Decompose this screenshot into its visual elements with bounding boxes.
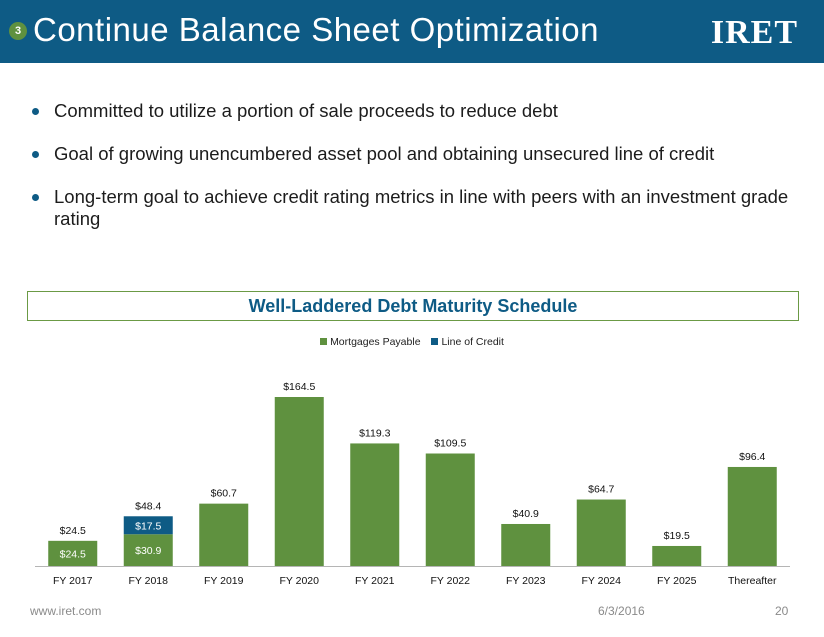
x-tick-label: FY 2020 — [279, 575, 319, 587]
bar-mortgages — [350, 443, 400, 566]
legend-swatch-mortgages — [320, 337, 328, 345]
bar-mortgages — [48, 540, 98, 566]
legend-label-line-of-credit: Line of Credit — [441, 336, 504, 348]
footer-url[interactable]: www.iret.com — [30, 604, 102, 618]
x-tick-label: FY 2025 — [657, 575, 697, 587]
section-number-badge: 3 — [9, 22, 27, 40]
slide-title: Continue Balance Sheet Optimization — [33, 11, 599, 48]
bar-mortgages — [425, 453, 475, 566]
segment-value-label: $30.9 — [135, 545, 161, 557]
segment-value-label: $24.5 — [60, 548, 86, 560]
bar-total-label: $96.4 — [739, 451, 765, 463]
bar-mortgages — [501, 523, 551, 566]
bar-total-label: $64.7 — [588, 484, 614, 496]
bar-total-label: $19.5 — [664, 530, 690, 542]
chart-title: Well-Laddered Debt Maturity Schedule — [27, 291, 799, 321]
bar-total-label: $109.5 — [434, 438, 466, 450]
bullet-text: Committed to utilize a portion of sale p… — [54, 100, 558, 121]
legend-item-line-of-credit: Line of Credit — [431, 336, 504, 348]
bar-total-label: $40.9 — [513, 508, 539, 520]
bullet-dot-icon — [32, 108, 39, 115]
bullet-text: Goal of growing unencumbered asset pool … — [54, 143, 715, 164]
bullet-item: Long-term goal to achieve credit rating … — [30, 186, 790, 230]
x-tick-label: FY 2024 — [581, 575, 621, 587]
x-tick-label: FY 2022 — [430, 575, 470, 587]
bar-total-label: $164.5 — [283, 381, 315, 393]
x-tick-label: FY 2017 — [53, 575, 93, 587]
bar-mortgages — [123, 534, 173, 566]
bullet-text: Long-term goal to achieve credit rating … — [54, 186, 789, 229]
bullet-item: Committed to utilize a portion of sale p… — [30, 100, 790, 122]
legend-label-mortgages: Mortgages Payable — [330, 336, 421, 348]
legend-item-mortgages: Mortgages Payable — [320, 336, 421, 348]
bar-total-label: $119.3 — [359, 427, 390, 439]
bar-mortgages — [199, 503, 249, 566]
bar-mortgages — [274, 397, 324, 566]
x-tick-label: FY 2023 — [506, 575, 546, 587]
x-tick-label: FY 2019 — [204, 575, 244, 587]
footer-page-number: 20 — [775, 604, 789, 618]
x-tick-label: FY 2018 — [128, 575, 168, 587]
x-tick-label: Thereafter — [728, 575, 777, 587]
x-tick-label: FY 2021 — [355, 575, 395, 587]
legend-swatch-line-of-credit — [431, 337, 439, 345]
iret-logo: IRET — [710, 14, 798, 51]
bar-mortgages — [576, 499, 626, 566]
bullet-dot-icon — [32, 194, 39, 201]
bar-total-label: $48.4 — [135, 500, 161, 512]
bullet-item: Goal of growing unencumbered asset pool … — [30, 143, 790, 165]
footer-date: 6/3/2016 — [598, 604, 645, 618]
bar-mortgages — [727, 466, 777, 566]
chart-legend: Mortgages Payable Line of Credit — [0, 336, 824, 348]
bullet-list: Committed to utilize a portion of sale p… — [30, 100, 790, 251]
bullet-dot-icon — [32, 151, 39, 158]
bar-mortgages — [652, 545, 702, 566]
bar-line-of-credit — [123, 516, 173, 535]
header-bar: 3 Continue Balance Sheet Optimization IR… — [0, 0, 824, 63]
bar-total-label: $24.5 — [60, 525, 86, 537]
bar-total-label: $60.7 — [211, 488, 237, 500]
segment-value-label: $17.5 — [135, 520, 161, 532]
